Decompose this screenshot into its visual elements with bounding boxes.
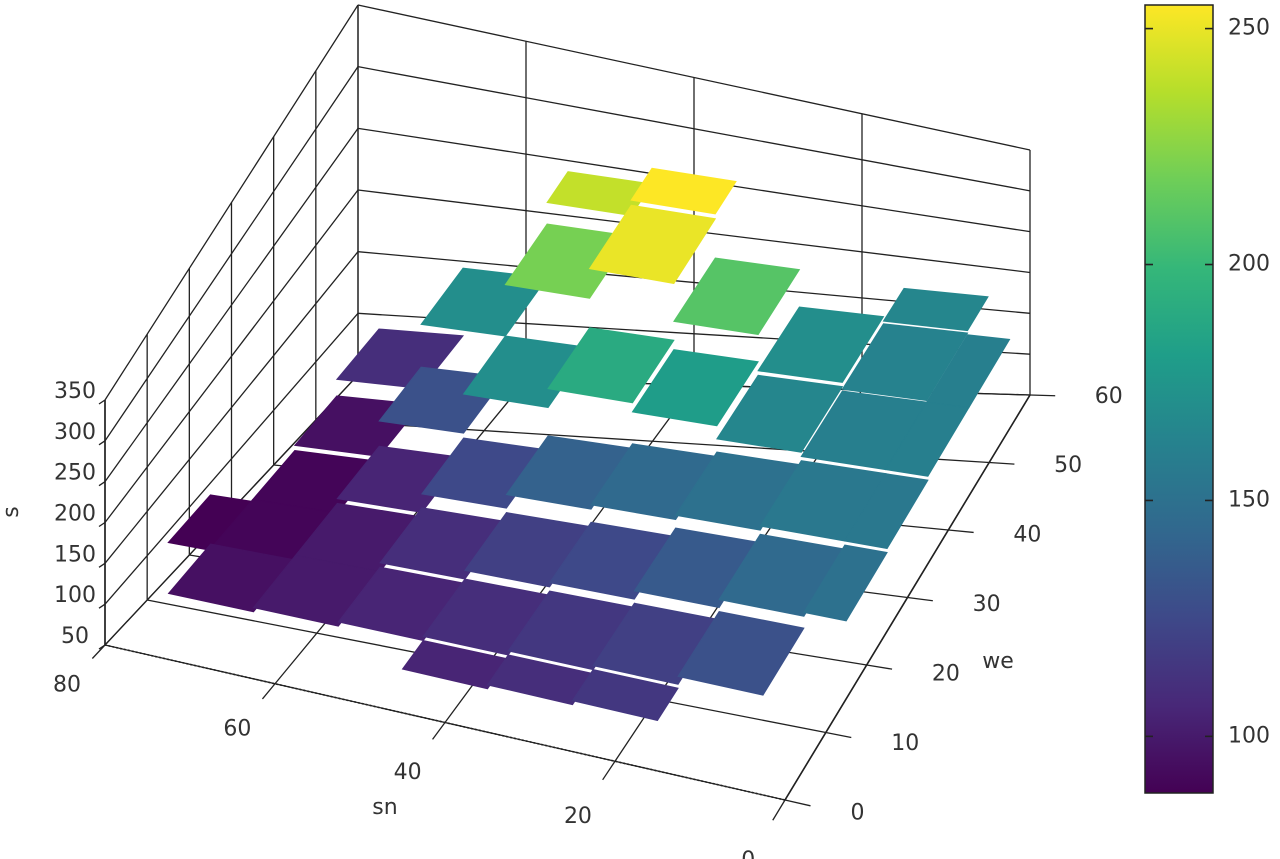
y-tick-label: 30 [973,592,1001,617]
y-tick-label: 20 [932,662,960,687]
y-tick-label: 60 [1095,384,1123,409]
x-axis-label: sn [372,795,397,820]
grid-line [357,4,1031,151]
surface-patch [673,257,801,336]
z-tick-label: 150 [54,542,96,567]
colorbar [1144,4,1214,794]
tick-mark [989,461,1015,465]
y-tick-label: 40 [1013,523,1041,548]
tick-mark [98,481,106,487]
tick-mark [98,399,106,405]
x-tick-label: 40 [394,760,422,785]
grid-line [104,127,359,483]
surface-patch [803,544,888,622]
surface-patch [631,349,759,427]
tick-mark [98,644,106,650]
z-tick-label: 250 [54,461,96,486]
axis-line [104,644,786,801]
colorbar-tick-label: 250 [1228,16,1270,41]
z-axis-label: s [0,506,24,517]
z-tick-label: 100 [54,583,96,608]
tick-mark [261,683,276,700]
grid-line [104,66,359,442]
colorbar-tick-label: 150 [1228,487,1270,512]
surface-patch [547,327,675,404]
surface-patch [841,323,969,402]
y-tick-label: 0 [851,801,865,826]
surface-patch [716,374,844,453]
surface-patch [843,473,929,550]
tick-mark [98,562,106,568]
tick-mark [98,440,106,446]
tick-mark [1029,394,1056,397]
y-tick-label: 50 [1054,453,1082,478]
grid-line [357,66,1031,192]
surface-patch [630,167,737,215]
grid-line [104,189,359,523]
colorbar-tick-label: 100 [1228,723,1270,748]
z-tick-label: 300 [54,420,96,445]
surface-patch [884,401,970,477]
y-axis-label: we [982,649,1014,674]
x-tick-label: 80 [53,673,81,698]
tick-mark [98,521,106,528]
x-tick-label: 0 [741,848,755,859]
z-tick-label: 50 [61,624,89,649]
grid-line [104,4,359,401]
tick-mark [98,603,106,609]
tick-mark [602,760,616,781]
tick-mark [772,799,786,821]
tick-mark [825,731,852,739]
x-tick-label: 20 [564,804,592,829]
tick-mark [432,722,446,740]
axis-line [784,394,1031,801]
x-tick-label: 60 [223,716,251,741]
surface-patch [571,669,679,722]
tick-mark [866,664,893,670]
surface [167,167,1011,722]
tick-mark [784,799,811,807]
surface-patch [882,287,989,332]
grid-line [104,312,359,605]
surface-patch [588,204,717,285]
axes: 0 20 40 60 80 0 10 20 30 40 50 60 50 100 150 200 250 300 3… [53,379,1123,859]
surface-patch [757,306,885,383]
grid-line [104,251,359,564]
colorbar-tick-label: 200 [1228,252,1270,277]
tick-mark [907,596,933,602]
z-tick-label: 200 [54,502,96,527]
tick-mark [948,529,974,534]
z-tick-label: 350 [54,379,96,404]
y-tick-label: 10 [891,731,919,756]
surface-patch [677,611,805,696]
tick-mark [91,644,106,659]
